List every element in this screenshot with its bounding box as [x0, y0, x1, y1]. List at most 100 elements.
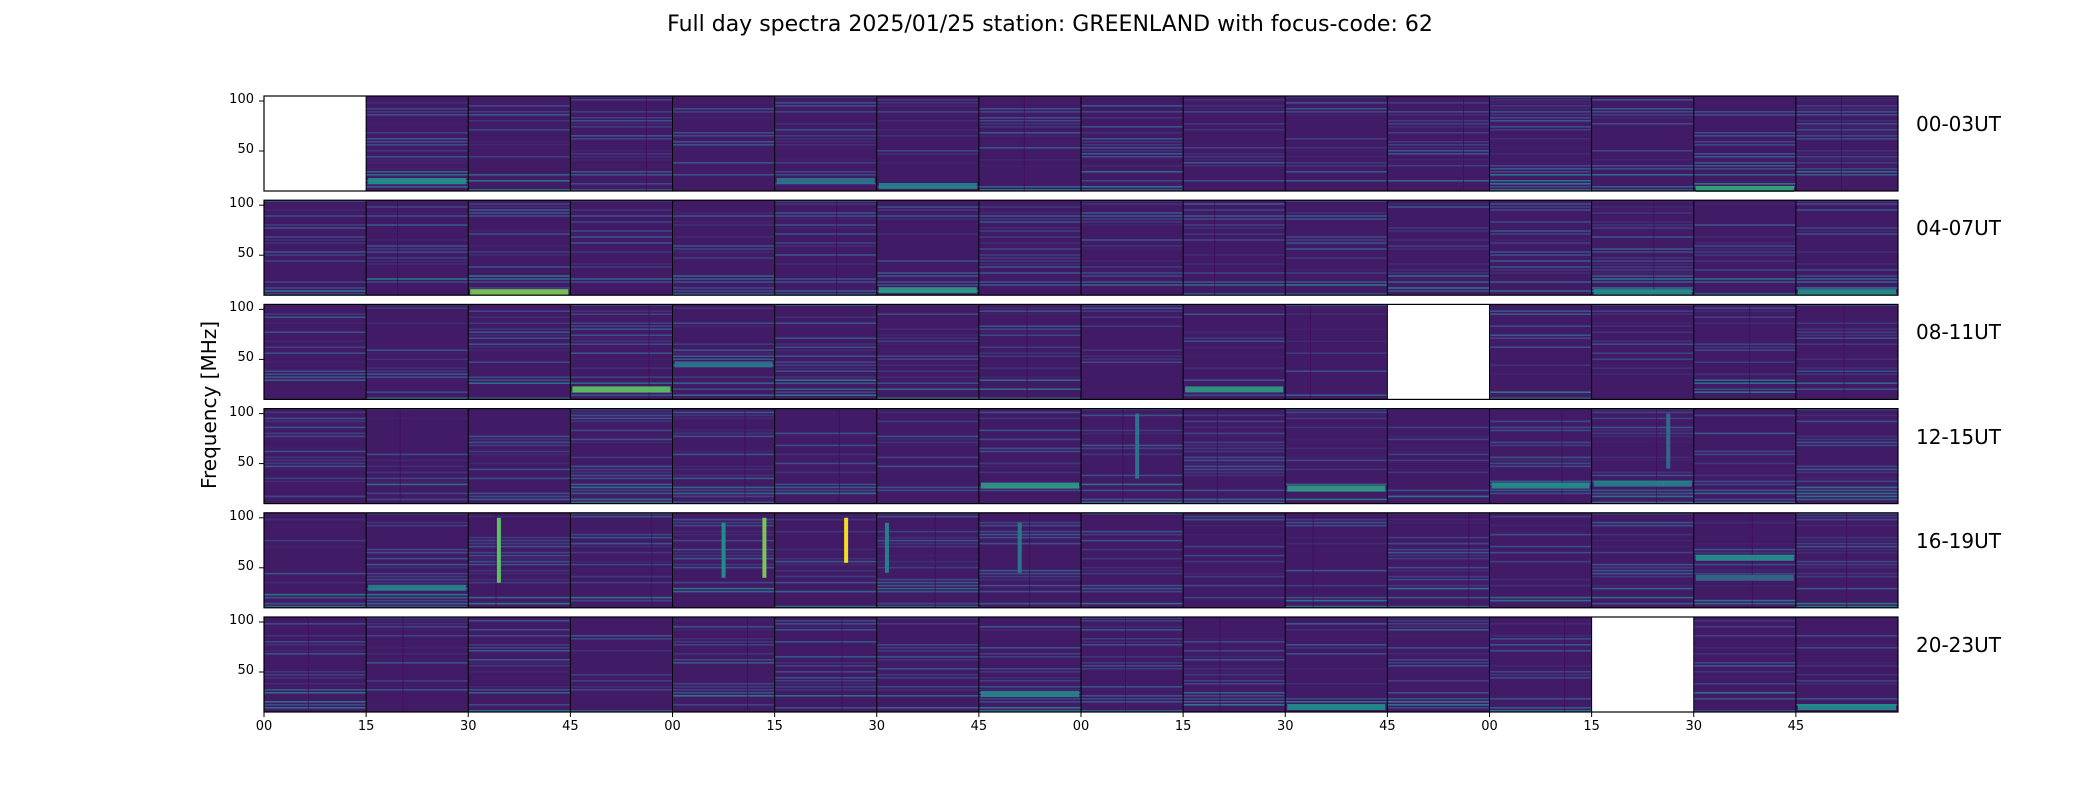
burst-mark [721, 522, 726, 578]
row-frame [263, 199, 1899, 296]
spectrum-panel [1387, 408, 1490, 504]
spectrum-panel [1285, 512, 1388, 608]
spectrum-panel [264, 200, 367, 296]
row-label: 00-03UT [1916, 112, 2001, 136]
spectrum-panel [876, 408, 979, 504]
y-tick-label: 100 [229, 508, 254, 524]
x-tick-label: 45 [1379, 719, 1396, 734]
spectrum-panel [774, 96, 877, 191]
burst-mark [1666, 413, 1671, 469]
spectrum-panel [366, 617, 469, 712]
spectrum-panel [876, 96, 979, 191]
spectrum-panel [876, 304, 979, 400]
x-tick-label: 45 [562, 719, 579, 734]
row-label: 08-11UT [1916, 320, 2001, 345]
spectrum-panel [1387, 512, 1490, 608]
band-mark [1797, 289, 1896, 296]
spectrum-panel [774, 408, 877, 504]
y-tick-label: 50 [237, 454, 254, 470]
spectrum-panel [1081, 200, 1184, 296]
spectrum-panel [1693, 408, 1796, 504]
spectrum-panel [1387, 617, 1490, 712]
x-tick-label: 45 [1787, 719, 1805, 734]
spectrum-panel [468, 617, 571, 712]
spectrum-panel [1591, 408, 1694, 504]
spectrum-panel [1285, 200, 1388, 296]
y-tick-label: 100 [229, 300, 254, 316]
spectrum-panel [978, 617, 1081, 712]
burst-mark [762, 517, 767, 578]
spectrum-panel [570, 96, 673, 191]
spectrum-panel [876, 512, 979, 608]
band-mark [878, 183, 977, 189]
spectrum-panel [468, 304, 571, 400]
spectrum-panel [264, 512, 367, 608]
spectrum-panel [1183, 200, 1286, 296]
x-tick-label: 15 [1174, 719, 1192, 734]
spectrum-panel [1693, 96, 1796, 191]
spectrum-panel [1183, 512, 1286, 608]
spectrum-panel [264, 617, 367, 712]
spectrum-panel [1795, 408, 1898, 504]
spectrum-panel [1795, 96, 1898, 191]
x-tick-label: 30 [1276, 719, 1294, 734]
band-mark [470, 289, 569, 296]
chart-title: Full day spectra 2025/01/25 station: GRE… [667, 12, 1433, 37]
spectrum-panel [1183, 96, 1286, 191]
x-tick-label: 30 [868, 719, 886, 734]
x-tick-label: 00 [1072, 719, 1090, 734]
y-tick-label: 100 [229, 404, 254, 420]
spectrum-panel [978, 408, 1081, 504]
spectrum-panel [468, 200, 571, 296]
spectrum-panel [366, 96, 469, 191]
spectrum-panel [1591, 617, 1694, 712]
spectrum-panel [1183, 304, 1286, 400]
spectrum-panel [570, 304, 673, 400]
burst-mark [1017, 522, 1022, 573]
band-mark [878, 287, 977, 294]
spectrum-panel [1081, 304, 1184, 400]
spectrum-panel [1387, 200, 1490, 296]
spectrum-panel [1693, 304, 1796, 400]
spectrum-panel [1489, 408, 1592, 504]
y-tick-label: 100 [229, 92, 254, 107]
spectrum-panel [264, 304, 367, 400]
spectrum-panel [774, 200, 877, 296]
spectrum-panel [1693, 617, 1796, 712]
band-mark [1491, 482, 1590, 489]
spectrum-panel [672, 408, 775, 504]
band-mark [368, 584, 467, 591]
x-tick-label: 30 [459, 719, 477, 734]
spectrum-panel [1081, 408, 1184, 504]
spectrum-panel [468, 408, 571, 504]
spectrum-panel [1591, 304, 1694, 400]
spectrum-panel [1489, 512, 1592, 608]
spectrum-panel [366, 408, 469, 504]
spectrum-panel [978, 304, 1081, 400]
spectrum-panel [1591, 512, 1694, 608]
spectrum-panel [1081, 617, 1184, 712]
band-mark [980, 482, 1079, 489]
spectrum-panel [1285, 617, 1388, 712]
spectrum-panel [570, 617, 673, 712]
burst-mark [884, 522, 889, 573]
band-mark [1695, 186, 1794, 192]
band-mark [572, 386, 671, 393]
spectrum-panel [978, 200, 1081, 296]
band-mark [1797, 704, 1896, 710]
spectrum-panel [468, 96, 571, 191]
spectrum-panel [264, 96, 367, 191]
x-tick-label: 00 [1481, 719, 1498, 734]
band-mark [1287, 485, 1386, 492]
spectrum-panel [1285, 96, 1388, 191]
spectrum-panel [570, 408, 673, 504]
spectrum-panel [468, 512, 571, 608]
spectrum-panel [1795, 512, 1898, 608]
spectrum-panel [366, 304, 469, 400]
y-tick-label: 50 [237, 558, 254, 574]
spectrum-panel [1489, 200, 1592, 296]
y-tick-label: 50 [237, 350, 254, 366]
y-tick-label: 50 [237, 246, 254, 262]
spectrum-panel [876, 200, 979, 296]
row-label: 20-23UT [1916, 633, 2001, 657]
